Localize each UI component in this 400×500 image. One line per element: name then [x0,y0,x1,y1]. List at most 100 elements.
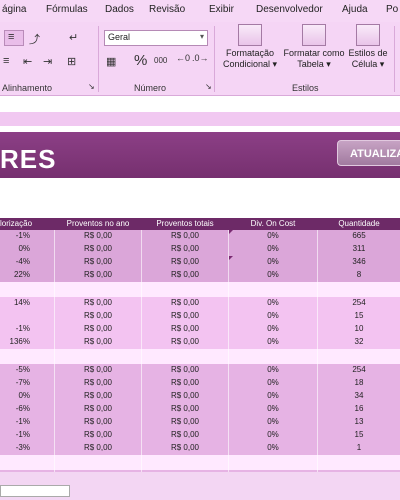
conditional-format-label-1: Formatação [225,48,275,58]
group-divider [394,26,395,92]
cell-valorizacao: -1% [15,417,30,426]
cell-valorizacao: -6% [15,404,30,413]
table-separator-row[interactable] [0,349,400,365]
cell-valorizacao: -4% [15,257,30,266]
table-row[interactable]: 0% R$ 0,00 R$ 0,00 0% 34 [0,390,400,404]
chevron-down-icon: ▾ [199,32,204,41]
cell-valorizacao: -1% [15,231,30,240]
orientation-button[interactable]: ⤴ [26,30,46,46]
cell-proventos-ano: R$ 0,00 [83,430,113,439]
cell-proventos-totais: R$ 0,00 [170,443,200,452]
menu-data[interactable]: Dados [105,4,134,15]
decrease-decimal-icon[interactable]: .0→ [192,53,209,63]
ribbon: ≡ ⤴ ≡ ⇤ ⇥ ↵ ⊞ Alinhamento ↘ Geral ▾ ▦ % … [0,22,400,96]
cell-div-on-cost: 0% [267,365,279,374]
cell-div-on-cost: 0% [267,337,279,346]
percent-button[interactable]: % [134,52,148,69]
menu-view[interactable]: Exibir [209,4,235,15]
cell-styles-button[interactable]: Estilos de Célula ▾ [346,24,390,70]
decrease-indent-button[interactable]: ⇤ [20,54,40,70]
update-button[interactable]: ATUALIZA [337,140,400,166]
cell-proventos-ano: R$ 0,00 [83,311,113,320]
cell-valorizacao: 14% [13,298,30,307]
format-table-label-2: Tabela ▾ [297,59,331,69]
format-as-table-button[interactable]: Formatar como Tabela ▾ [282,24,346,70]
cell-quantidade: 18 [354,378,364,387]
currency-format-button[interactable]: ▦ [104,54,124,70]
cell-quantidade: 15 [354,430,364,439]
group-label-alignment: Alinhamento [2,83,53,93]
wrap-text-icon: ↵ [69,32,79,44]
align-bottom-button[interactable]: ≡ [4,30,24,46]
menu-review[interactable]: Revisão [149,4,186,15]
header-div-on-cost: Div. On Cost [250,219,296,228]
table-separator-row[interactable] [0,455,400,471]
comma-style-button[interactable]: 000 [154,56,168,65]
cell-proventos-ano: R$ 0,00 [83,417,113,426]
table-row[interactable]: 14% R$ 0,00 R$ 0,00 0% 254 [0,297,400,311]
table-header: lorização Proventos no ano Proventos tot… [0,218,400,230]
cell-proventos-ano: R$ 0,00 [83,298,113,307]
name-box-area [0,96,400,112]
cell-proventos-totais: R$ 0,00 [170,311,200,320]
table-row[interactable]: -1% R$ 0,00 R$ 0,00 0% 10 [0,323,400,337]
format-table-icon [302,24,326,46]
column-divider [228,230,229,472]
indent-icon: ⇤ [23,56,33,68]
header-proventos-ano: Proventos no ano [66,219,130,228]
merge-center-button[interactable]: ⊞ [64,54,84,70]
increase-indent-button[interactable]: ⇥ [40,54,60,70]
cell-proventos-totais: R$ 0,00 [170,231,200,240]
cell-proventos-totais: R$ 0,00 [170,391,200,400]
table-row[interactable]: 22% R$ 0,00 R$ 0,00 0% 8 [0,269,400,283]
format-table-label-1: Formatar como [283,48,345,58]
cell-valorizacao: 136% [9,337,30,346]
menu-more[interactable]: Po [386,4,399,15]
wrap-text-button[interactable]: ↵ [66,30,86,46]
table-row[interactable]: -1% R$ 0,00 R$ 0,00 0% 15 [0,429,400,443]
table-row[interactable]: -7% R$ 0,00 R$ 0,00 0% 18 [0,377,400,391]
table-row[interactable]: 136% R$ 0,00 R$ 0,00 0% 32 [0,336,400,350]
table-row[interactable]: -5% R$ 0,00 R$ 0,00 0% 254 [0,364,400,378]
sheet-tab-scroll[interactable] [0,485,70,497]
group-label-number: Número [134,83,167,93]
dialog-launcher-icon[interactable]: ↘ [205,82,212,91]
table-row[interactable]: R$ 0,00 R$ 0,00 0% 15 [0,310,400,324]
cell-proventos-ano: R$ 0,00 [83,365,113,374]
table-row[interactable]: -3% R$ 0,00 R$ 0,00 0% 1 [0,442,400,456]
table-row[interactable]: -1% R$ 0,00 R$ 0,00 0% 665 [0,230,400,244]
cell-div-on-cost: 0% [267,378,279,387]
menu-page-layout[interactable]: ágina [2,4,27,15]
cell-valorizacao: -7% [15,378,30,387]
conditional-format-button[interactable]: Formatação Condicional ▾ [222,24,278,70]
cell-styles-label-2: Célula ▾ [351,59,385,69]
menu-bar: ágina Fórmulas Dados Revisão Exibir Dese… [0,0,400,23]
banner-title: RES [0,144,57,174]
table-row[interactable]: 0% R$ 0,00 R$ 0,00 0% 311 [0,243,400,257]
cell-quantidade: 15 [354,311,364,320]
number-format-select[interactable]: Geral ▾ [104,30,208,46]
cell-proventos-totais: R$ 0,00 [170,337,200,346]
comment-indicator-icon [229,230,233,234]
cell-proventos-totais: R$ 0,00 [170,378,200,387]
column-divider [317,230,318,472]
menu-formulas[interactable]: Fórmulas [46,4,88,15]
table-row[interactable]: -4% R$ 0,00 R$ 0,00 0% 346 [0,256,400,270]
number-format-value: Geral [108,32,131,42]
cell-proventos-totais: R$ 0,00 [170,324,200,333]
table-row[interactable]: -1% R$ 0,00 R$ 0,00 0% 13 [0,416,400,430]
cell-proventos-ano: R$ 0,00 [83,378,113,387]
align-left-button[interactable]: ≡ [0,54,20,70]
table-row[interactable]: -6% R$ 0,00 R$ 0,00 0% 16 [0,403,400,417]
cell-proventos-ano: R$ 0,00 [83,231,113,240]
menu-developer[interactable]: Desenvolvedor [256,4,323,15]
menu-help[interactable]: Ajuda [342,4,368,15]
increase-decimal-icon[interactable]: ←0 [176,53,191,63]
cell-quantidade: 34 [354,391,364,400]
cell-quantidade: 254 [352,298,366,307]
dialog-launcher-icon[interactable]: ↘ [88,82,95,91]
table-separator-row[interactable] [0,282,400,298]
column-header-row [0,112,400,126]
cell-proventos-ano: R$ 0,00 [83,404,113,413]
cell-proventos-ano: R$ 0,00 [83,337,113,346]
